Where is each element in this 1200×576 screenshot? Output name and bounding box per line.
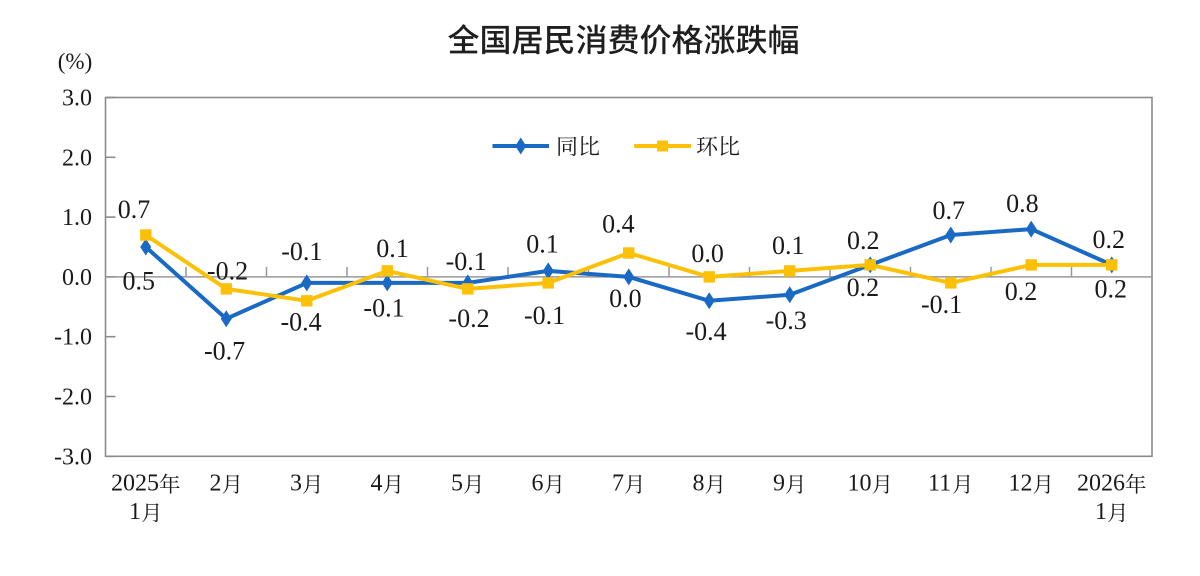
- svg-text:8: 8: [693, 471, 705, 497]
- svg-text:0.7: 0.7: [118, 195, 151, 224]
- svg-text:10: 10: [848, 471, 872, 497]
- svg-text:0.1: 0.1: [772, 231, 805, 260]
- svg-text:-0.2: -0.2: [207, 257, 248, 286]
- svg-text:0.4: 0.4: [602, 209, 635, 238]
- svg-text:-0.3: -0.3: [766, 306, 807, 335]
- svg-text:-0.2: -0.2: [448, 304, 489, 333]
- svg-text:0.0: 0.0: [62, 265, 92, 291]
- svg-text:5: 5: [451, 471, 463, 497]
- svg-text:0.2: 0.2: [847, 226, 880, 255]
- svg-text:0.0: 0.0: [609, 284, 642, 313]
- svg-text:0.7: 0.7: [932, 196, 965, 225]
- svg-text:-2.0: -2.0: [54, 385, 92, 411]
- svg-text:1.0: 1.0: [62, 205, 92, 231]
- svg-text:(%): (%): [58, 49, 92, 74]
- svg-text:1: 1: [129, 499, 141, 525]
- svg-text:0.1: 0.1: [376, 234, 409, 263]
- svg-text:0.2: 0.2: [847, 273, 880, 302]
- svg-text:0.2: 0.2: [1092, 225, 1125, 254]
- svg-text:-0.4: -0.4: [281, 308, 322, 337]
- svg-text:-1.0: -1.0: [54, 325, 92, 351]
- svg-text:-0.1: -0.1: [446, 247, 487, 276]
- svg-text:-0.7: -0.7: [204, 337, 245, 366]
- svg-text:0.2: 0.2: [1005, 277, 1038, 306]
- svg-text:9: 9: [773, 471, 785, 497]
- svg-text:2: 2: [210, 471, 222, 497]
- svg-text:3.0: 3.0: [62, 86, 92, 112]
- svg-text:7: 7: [612, 471, 624, 497]
- svg-text:0.0: 0.0: [691, 239, 724, 268]
- svg-text:2025: 2025: [111, 471, 159, 497]
- svg-text:-0.1: -0.1: [921, 290, 962, 319]
- svg-text:-0.1: -0.1: [524, 301, 565, 330]
- svg-text:2.0: 2.0: [62, 145, 92, 171]
- svg-text:-3.0: -3.0: [54, 444, 92, 470]
- svg-text:1: 1: [1095, 499, 1107, 525]
- svg-text:-0.1: -0.1: [281, 237, 322, 266]
- svg-text:11: 11: [928, 471, 951, 497]
- svg-text:0.8: 0.8: [1006, 189, 1039, 218]
- svg-text:6: 6: [532, 471, 544, 497]
- svg-text:0.1: 0.1: [526, 230, 559, 259]
- svg-text:2026: 2026: [1077, 471, 1125, 497]
- svg-text:3: 3: [290, 471, 302, 497]
- svg-text:4: 4: [371, 471, 383, 497]
- svg-text:0.2: 0.2: [1095, 275, 1128, 304]
- svg-text:12: 12: [1009, 471, 1033, 497]
- svg-text:0.5: 0.5: [122, 267, 155, 296]
- svg-text:-0.4: -0.4: [686, 317, 727, 346]
- svg-text:-0.1: -0.1: [363, 294, 404, 323]
